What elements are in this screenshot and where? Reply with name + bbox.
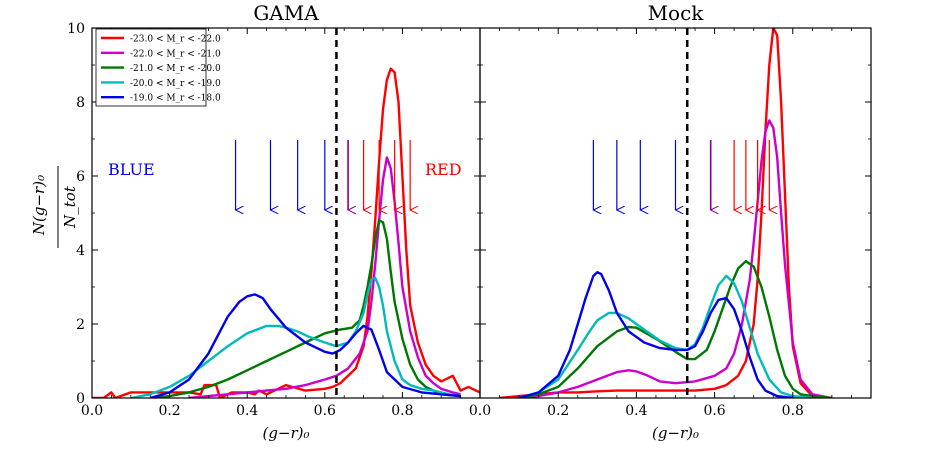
legend: -23.0 < M_r < -22.0 -22.0 < M_r < -21.0 -2… <box>95 28 221 107</box>
axes-frame <box>479 27 872 399</box>
legend-entries: -23.0 < M_r < -22.0 -22.0 < M_r < -21.0 -2… <box>101 35 221 104</box>
x-tick-label: 0.0 <box>469 403 491 419</box>
x-tick-label: 0.0 <box>81 403 103 419</box>
y-tick-label: 2 <box>76 317 85 333</box>
series-line-1 <box>188 156 461 398</box>
series-group <box>92 67 480 398</box>
x-tick-label: 0.8 <box>391 403 413 419</box>
legend-label: -23.0 < M_r < -22.0 <box>130 35 221 45</box>
x-tick-label: 0.2 <box>158 403 180 419</box>
annotation-blue: BLUE <box>108 160 155 179</box>
x-axis-label: (g−r)₀ <box>262 424 309 442</box>
legend-label: -19.0 < M_r < -18.0 <box>130 94 221 104</box>
x-tick-label: 0.6 <box>314 403 336 419</box>
y-tick-label: 6 <box>76 169 85 185</box>
y-tick-label: 0 <box>76 391 85 407</box>
panel-gama: GAMA 0.0 0.2 0.4 0.6 0.8 (g−r)₀ 0 2 4 6 8 10 <box>67 1 481 442</box>
series-line-2 <box>150 219 461 398</box>
legend-label: -21.0 < M_r < -20.0 <box>130 64 221 74</box>
x-axis-label: (g−r)₀ <box>652 424 699 442</box>
panel-mock: Mock 0.0 0.2 0.4 0.6 0.8 (g−r)₀ <box>469 1 872 442</box>
y-axis-label-numerator: N(g−r)₀ <box>30 175 48 236</box>
x-tick-label: 0.2 <box>547 403 569 419</box>
panel-title: Mock <box>648 1 705 25</box>
x-tick-label: 0.6 <box>703 403 725 419</box>
series-line-1 <box>518 119 833 398</box>
legend-label: -20.0 < M_r < -19.0 <box>130 79 221 89</box>
series-line-4 <box>149 293 461 398</box>
series-group <box>499 28 833 398</box>
x-tick-label: 0.8 <box>782 403 804 419</box>
legend-label: -22.0 < M_r < -21.0 <box>130 49 221 59</box>
series-line-4 <box>518 271 793 398</box>
y-tick-label: 8 <box>76 95 85 111</box>
y-tick-label: 4 <box>76 243 85 259</box>
series-line-2 <box>518 259 833 398</box>
series-line-0 <box>499 28 833 398</box>
annotation-red: RED <box>425 160 462 179</box>
y-axis-label-denominator: N_tot <box>61 185 79 229</box>
y-tick-label: 10 <box>67 21 85 37</box>
x-tick-label: 0.4 <box>625 403 647 419</box>
panel-title: GAMA <box>253 1 319 25</box>
x-tick-label: 0.4 <box>236 403 258 419</box>
y-axis-label: N(g−r)₀ N_tot <box>30 166 79 248</box>
series-line-3 <box>518 274 813 398</box>
series-line-0 <box>92 67 480 398</box>
